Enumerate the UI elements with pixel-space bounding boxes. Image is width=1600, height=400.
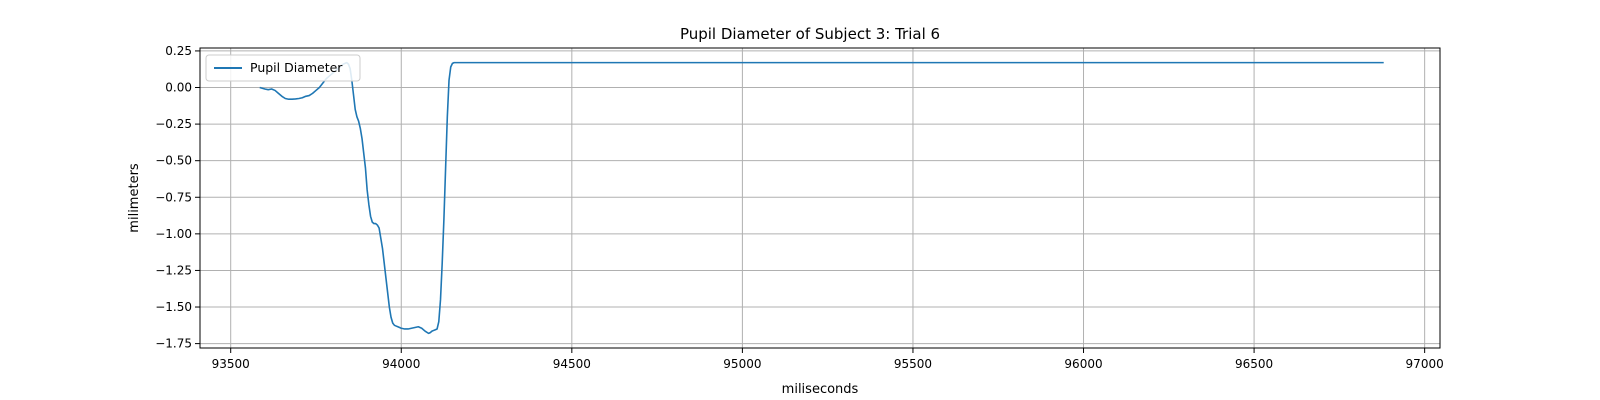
x-tick-label: 95000: [723, 357, 761, 371]
y-tick-label: −0.25: [155, 117, 192, 131]
x-tick-label: 94000: [382, 357, 420, 371]
y-tick-label: 0.00: [165, 81, 192, 95]
y-tick-label: −1.00: [155, 227, 192, 241]
legend-box: [205, 54, 361, 82]
y-tick-label: −1.25: [155, 263, 192, 277]
x-tick-label: 96000: [1064, 357, 1102, 371]
y-axis-ticks: 0.25 0.00 −0.25 −0.50 −0.75 −1.00 −1.25 −1.50 −1…: [155, 44, 200, 351]
y-tick-label: −0.75: [155, 190, 192, 204]
x-tick-label: 94500: [553, 357, 591, 371]
y-axis-label: milimeters: [127, 163, 142, 233]
chart-title: Pupil Diameter of Subject 3: Trial 6: [680, 25, 940, 43]
y-tick-label: −0.50: [155, 154, 192, 168]
y-tick-label: 0.25: [165, 44, 192, 58]
x-axis-ticks: 93500 94000 94500 95000 95500 96000 96500 97000: [212, 348, 1444, 371]
x-tick-label: 97000: [1406, 357, 1444, 371]
x-tick-label: 93500: [212, 357, 250, 371]
x-tick-label: 96500: [1235, 357, 1273, 371]
x-axis-label: miliseconds: [782, 382, 859, 397]
y-tick-label: −1.75: [155, 337, 192, 351]
legend-label: Pupil Diameter: [250, 60, 343, 75]
grid: [200, 48, 1440, 348]
legend: Pupil Diameter: [205, 54, 361, 82]
series-line-pupil-diameter: [259, 61, 1384, 335]
series-layer: [259, 61, 1384, 335]
x-tick-label: 95500: [894, 357, 932, 371]
y-tick-label: −1.50: [155, 300, 192, 314]
plot-frame: [199, 47, 1441, 349]
